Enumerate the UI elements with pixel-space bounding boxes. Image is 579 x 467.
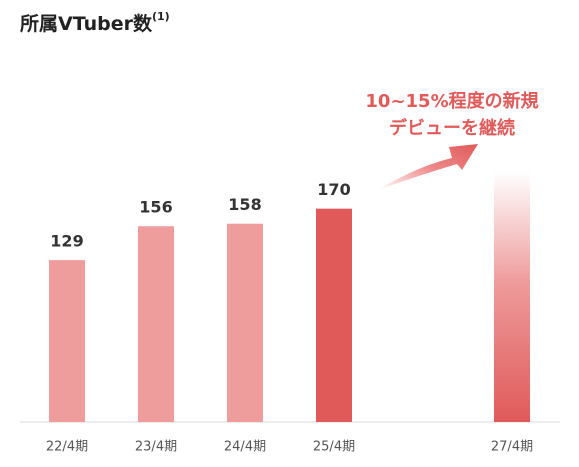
data-label: 170 <box>317 180 350 199</box>
x-tick-label: 24/4期 <box>224 440 266 455</box>
bar <box>494 171 530 422</box>
x-tick-label: 25/4期 <box>313 440 355 455</box>
bar <box>316 208 352 422</box>
annotation: 10~15%程度の新規 <box>365 90 538 112</box>
data-label: 156 <box>139 198 172 217</box>
chart-title: 所属VTuber数(1) <box>20 10 170 35</box>
title-note: (1) <box>152 10 170 23</box>
x-tick-label: 23/4期 <box>135 440 177 455</box>
data-label: 129 <box>50 232 83 251</box>
x-tick-label: 27/4期 <box>491 440 533 455</box>
bar <box>138 226 174 422</box>
annotation: デビューを継続 <box>389 117 515 139</box>
title-text: 所属VTuber数 <box>20 12 153 35</box>
bar <box>227 223 263 422</box>
data-label: 158 <box>228 195 261 214</box>
x-tick-label: 22/4期 <box>46 440 88 455</box>
growth-arrow <box>378 144 478 190</box>
bar <box>49 260 85 422</box>
